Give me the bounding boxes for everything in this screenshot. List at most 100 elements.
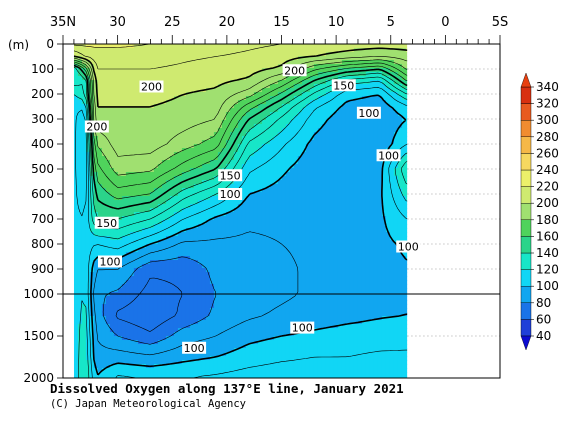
heatmap-cell <box>157 148 163 153</box>
heatmap-cell <box>289 144 295 149</box>
heatmap-cell <box>137 176 143 181</box>
heatmap-cell <box>397 180 403 185</box>
heatmap-cell <box>245 204 251 209</box>
heatmap-cell <box>81 112 87 117</box>
heatmap-cell <box>369 252 375 257</box>
heatmap-cell <box>285 256 291 261</box>
heatmap-cell <box>153 140 159 145</box>
heatmap-cell <box>113 236 119 241</box>
heatmap-cell <box>105 184 111 189</box>
heatmap-cell <box>101 88 107 93</box>
heatmap-cell <box>365 72 371 77</box>
heatmap-cell <box>233 228 239 233</box>
heatmap-cell <box>237 164 243 169</box>
heatmap-cell <box>237 260 243 265</box>
heatmap-cell <box>141 156 147 161</box>
heatmap-cell <box>81 236 87 241</box>
heatmap-cell <box>93 172 99 177</box>
heatmap-cell <box>389 172 395 177</box>
heatmap-cell <box>181 252 187 257</box>
heatmap-cell <box>157 76 163 81</box>
heatmap-cell <box>185 252 191 257</box>
heatmap-cell <box>329 44 335 49</box>
heatmap-cell <box>405 276 408 281</box>
heatmap-cell <box>165 240 171 245</box>
heatmap-cell <box>297 116 303 121</box>
heatmap-cell <box>225 244 231 249</box>
heatmap-cell <box>329 224 335 229</box>
heatmap-cell <box>313 248 319 253</box>
heatmap-cell <box>161 88 167 93</box>
heatmap-cell <box>321 76 327 81</box>
heatmap-cell <box>125 52 131 57</box>
heatmap-cell <box>209 120 215 125</box>
heatmap-cell <box>205 168 211 173</box>
heatmap-cell <box>217 164 223 169</box>
heatmap-cell <box>165 252 171 257</box>
heatmap-cell <box>337 264 343 269</box>
heatmap-cell <box>117 192 123 197</box>
heatmap-cell <box>401 220 407 225</box>
heatmap-cell <box>345 72 351 77</box>
heatmap-cell <box>321 224 327 229</box>
heatmap-cell <box>237 272 243 277</box>
heatmap-cell <box>285 264 291 269</box>
heatmap-cell <box>277 244 283 249</box>
heatmap-cell <box>345 132 351 137</box>
heatmap-cell <box>325 204 331 209</box>
heatmap-cell <box>157 108 163 113</box>
heatmap-cell <box>209 260 215 265</box>
heatmap-cell <box>253 44 259 49</box>
heatmap-cell <box>133 116 139 121</box>
heatmap-cell <box>97 252 103 257</box>
heatmap-cell <box>213 52 219 57</box>
heatmap-cell <box>297 176 303 181</box>
heatmap-cell <box>313 148 319 153</box>
heatmap-cell <box>109 112 115 117</box>
heatmap-cell <box>329 196 335 201</box>
heatmap-cell <box>377 76 383 81</box>
heatmap-cell <box>321 100 327 105</box>
heatmap-cell <box>321 140 327 145</box>
heatmap-cell <box>257 208 263 213</box>
heatmap-cell <box>293 240 299 245</box>
heatmap-cell <box>129 100 135 105</box>
heatmap-cell <box>165 276 171 281</box>
heatmap-cell <box>85 216 91 221</box>
heatmap-cell <box>165 200 171 205</box>
heatmap-cell <box>333 256 339 261</box>
heatmap-cell <box>177 116 183 121</box>
heatmap-cell <box>365 204 371 209</box>
heatmap-cell <box>381 172 387 177</box>
heatmap-cell <box>305 276 311 281</box>
heatmap-cell <box>265 52 271 57</box>
heatmap-cell <box>397 172 403 177</box>
heatmap-cell <box>81 52 87 57</box>
heatmap-cell <box>301 44 307 49</box>
heatmap-cell <box>373 220 379 225</box>
heatmap-cell <box>397 64 403 69</box>
heatmap-cell <box>177 268 183 273</box>
heatmap-cell <box>181 52 187 57</box>
heatmap-cell <box>113 188 119 193</box>
heatmap-cell <box>213 56 219 61</box>
heatmap-cell <box>229 76 235 81</box>
heatmap-cell <box>269 116 275 121</box>
heatmap-cell <box>377 236 383 241</box>
heatmap-cell <box>357 176 363 181</box>
heatmap-cell <box>405 236 408 241</box>
heatmap-cell <box>249 56 255 61</box>
heatmap-cell <box>297 264 303 269</box>
heatmap-cell <box>297 248 303 253</box>
heatmap-cell <box>285 84 291 89</box>
heatmap-cell <box>105 192 111 197</box>
heatmap-cell <box>233 256 239 261</box>
heatmap-cell <box>265 208 271 213</box>
heatmap-cell <box>73 208 79 213</box>
heatmap-cell <box>201 132 207 137</box>
heatmap-cell <box>249 188 255 193</box>
heatmap-cell <box>185 100 191 105</box>
heatmap-cell <box>401 184 407 189</box>
heatmap-cell <box>145 256 151 261</box>
heatmap-cell <box>249 244 255 249</box>
